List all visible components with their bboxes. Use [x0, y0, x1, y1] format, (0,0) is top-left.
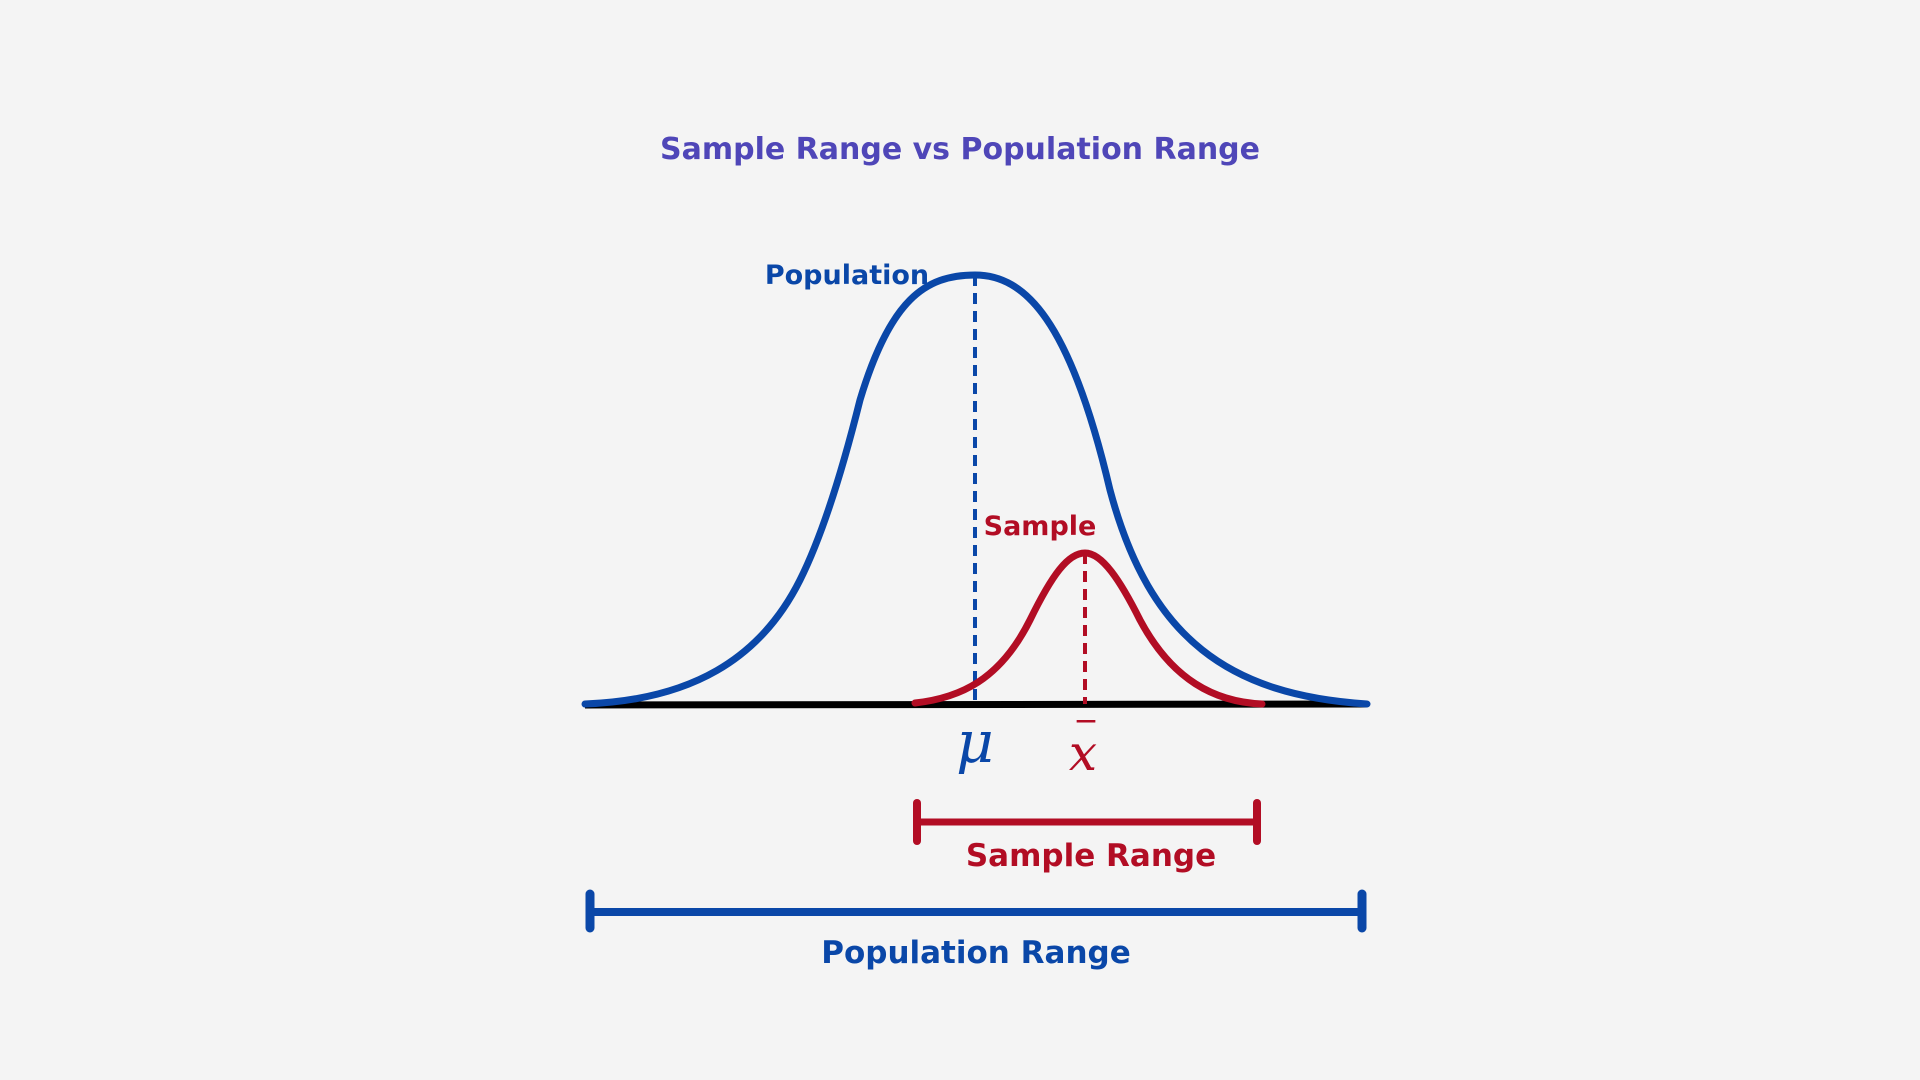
population-curve-label: Population	[765, 260, 929, 291]
page-title: Sample Range vs Population Range	[660, 132, 1260, 167]
sample-curve-label: Sample	[984, 511, 1097, 542]
population-range-bracket	[585, 889, 1367, 933]
sample-range-label: Sample Range	[966, 838, 1216, 874]
sample-mean-symbol: x	[1069, 724, 1097, 782]
population-curve	[581, 271, 1371, 708]
sample-range-bracket	[913, 799, 1261, 845]
population-mean-symbol: μ	[956, 708, 994, 776]
sample-mean-bar: ‾	[1076, 715, 1096, 756]
sample-curve	[911, 549, 1266, 708]
population-range-label: Population Range	[821, 935, 1131, 971]
